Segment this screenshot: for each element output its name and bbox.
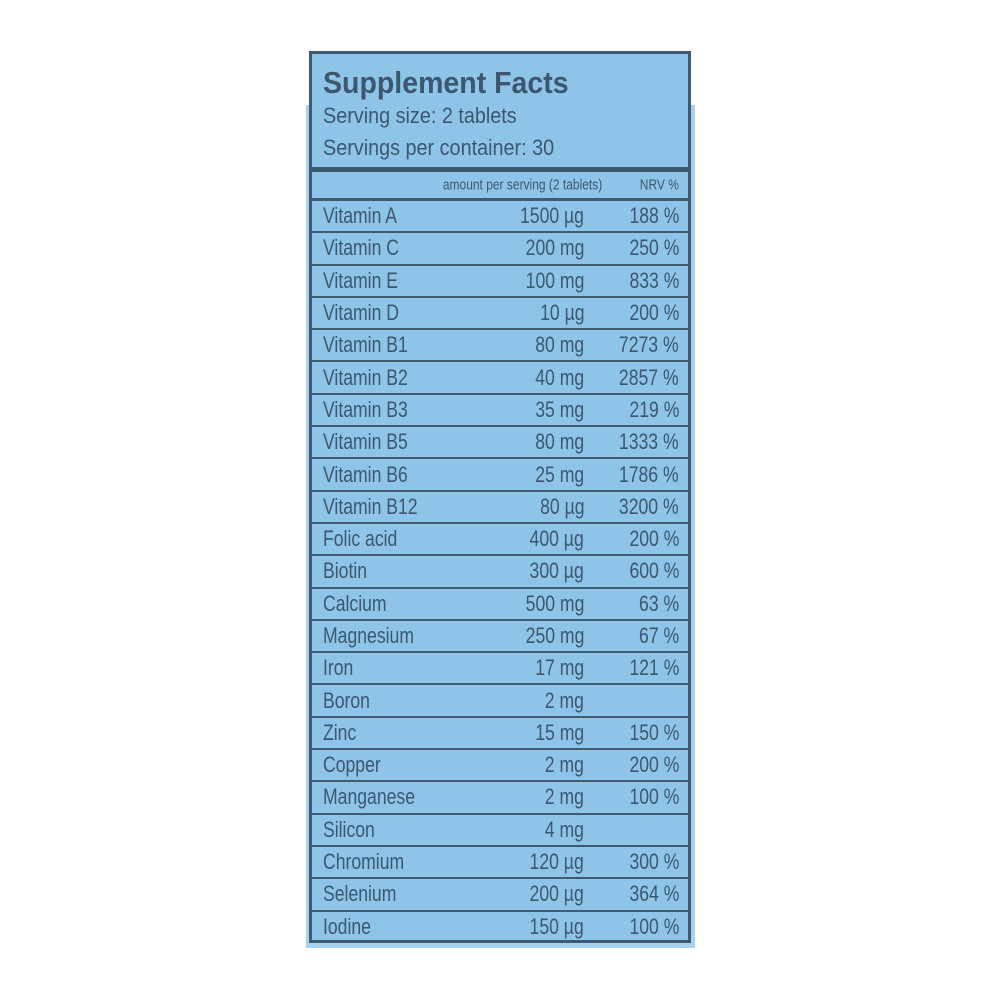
nutrient-amount: 500 mg [525,590,584,616]
table-row: Vitamin B12 80 µg 3200 % [312,492,688,524]
nutrient-nrv: 63 % [638,590,679,616]
nutrient-name: Vitamin D [323,300,399,326]
table-row: Vitamin D 10 µg 200 % [312,298,688,331]
nutrient-name: Biotin [323,558,368,584]
table-row: Vitamin B5 80 mg 1333 % [312,427,688,460]
nutrient-nrv: 67 % [638,623,679,648]
nutrient-nrv: 7273 % [619,332,679,358]
table-row: Selenium 200 µg 364 % [312,879,688,912]
nutrient-amount: 25 mg [535,461,584,487]
column-header-nrv: NRV % [639,176,679,194]
nutrient-name: Selenium [323,881,397,907]
nutrient-table: Vitamin A 1500 µg 188 % Vitamin C 200 mg 250 … [312,201,688,942]
supplement-facts-panel: Supplement Facts Serving size: 2 tablets… [309,51,691,943]
table-row: Vitamin B6 25 mg 1786 % [312,459,688,492]
facts-header: Supplement Facts Serving size: 2 tablets… [312,54,688,172]
table-row: Vitamin B1 80 mg 7273 % [312,330,688,363]
nutrient-amount: 17 mg [535,655,584,681]
nutrient-nrv: 219 % [629,396,679,422]
nutrient-amount: 10 µg [539,300,584,326]
nutrient-nrv: 2857 % [619,364,679,390]
table-row: Vitamin E 100 mg 833 % [312,266,688,298]
nutrient-amount: 15 mg [535,719,584,745]
nutrient-name: Iodine [323,913,371,939]
table-row: Biotin 300 µg 600 % [312,556,688,589]
nutrient-nrv: 300 % [629,849,679,875]
nutrient-nrv: 150 % [629,719,679,745]
table-row: Iron 17 mg 121 % [312,653,688,686]
nutrient-amount: 200 µg [529,881,584,907]
column-header-amount: amount per serving (2 tablets) [442,176,602,194]
facts-title: Supplement Facts [323,65,569,100]
nutrient-nrv: 200 % [629,300,679,326]
nutrient-amount: 2 mg [544,687,584,713]
nutrient-nrv: 600 % [629,558,679,584]
nutrient-nrv: 250 % [629,235,679,261]
table-row: Vitamin B2 40 mg 2857 % [312,362,688,395]
nutrient-amount: 4 mg [544,816,584,842]
nutrient-nrv: 100 % [629,784,679,810]
nutrient-amount: 80 mg [535,429,584,455]
nutrient-amount: 100 mg [525,267,584,293]
nutrient-name: Vitamin B1 [323,332,408,358]
nutrient-name: Boron [323,687,370,713]
nutrient-nrv: 833 % [629,267,679,293]
table-row: Boron 2 mg [312,685,688,718]
nutrient-nrv: 200 % [629,526,679,552]
nutrient-name: Iron [323,655,354,681]
nutrient-name: Folic acid [323,526,398,552]
table-row: Folic acid 400 µg 200 % [312,524,688,557]
nutrient-nrv: 100 % [629,913,679,939]
nutrient-amount: 40 mg [535,364,584,390]
table-row: Magnesium 250 mg 67 % [312,621,688,654]
table-row: Calcium 500 mg 63 % [312,589,688,621]
nutrient-amount: 80 mg [535,332,584,358]
nutrient-amount: 400 µg [529,526,584,552]
nutrient-amount: 1500 µg [520,203,584,229]
nutrient-nrv: 364 % [629,881,679,907]
nutrient-name: Vitamin B2 [323,364,408,390]
table-row: Zinc 15 mg 150 % [312,718,688,751]
nutrient-name: Zinc [323,719,357,745]
table-row: Vitamin C 200 mg 250 % [312,233,688,266]
nutrient-nrv: 200 % [629,752,679,778]
servings-per-container: Servings per container: 30 [323,135,555,160]
table-row: Manganese 2 mg 100 % [312,782,688,815]
nutrient-name: Vitamin C [323,235,399,261]
nutrient-name: Chromium [323,849,405,875]
table-row: Copper 2 mg 200 % [312,750,688,783]
nutrient-name: Manganese [323,784,415,810]
nutrient-name: Vitamin A [323,203,398,229]
nutrient-amount: 2 mg [544,752,584,778]
nutrient-nrv: 121 % [629,655,679,681]
table-row: Silicon 4 mg [312,815,688,847]
nutrient-nrv: 3200 % [619,493,679,519]
nutrient-name: Silicon [323,816,375,842]
nutrient-name: Vitamin B12 [323,493,418,519]
nutrient-nrv: 1333 % [619,429,679,455]
table-row: Vitamin A 1500 µg 188 % [312,201,688,234]
serving-size: Serving size: 2 tablets [323,103,517,128]
nutrient-nrv: 188 % [629,203,679,229]
table-row: Iodine 150 µg 100 % [312,912,688,942]
nutrient-name: Vitamin E [323,267,398,293]
nutrient-name: Magnesium [323,623,414,648]
nutrient-amount: 120 µg [529,849,584,875]
nutrient-amount: 80 µg [539,493,584,519]
nutrient-amount: 200 mg [525,235,584,261]
column-header-row: amount per serving (2 tablets) NRV % [312,172,688,201]
nutrient-amount: 250 mg [525,623,584,648]
nutrient-amount: 2 mg [544,784,584,810]
nutrient-nrv: 1786 % [619,461,679,487]
nutrient-amount: 150 µg [529,913,584,939]
nutrient-amount: 300 µg [529,558,584,584]
nutrient-name: Copper [323,752,381,778]
table-row: Vitamin B3 35 mg 219 % [312,395,688,428]
nutrient-name: Vitamin B5 [323,429,408,455]
nutrient-name: Vitamin B6 [323,461,408,487]
table-row: Chromium 120 µg 300 % [312,847,688,880]
nutrient-amount: 35 mg [535,396,584,422]
nutrient-name: Calcium [323,590,387,616]
nutrient-name: Vitamin B3 [323,396,408,422]
